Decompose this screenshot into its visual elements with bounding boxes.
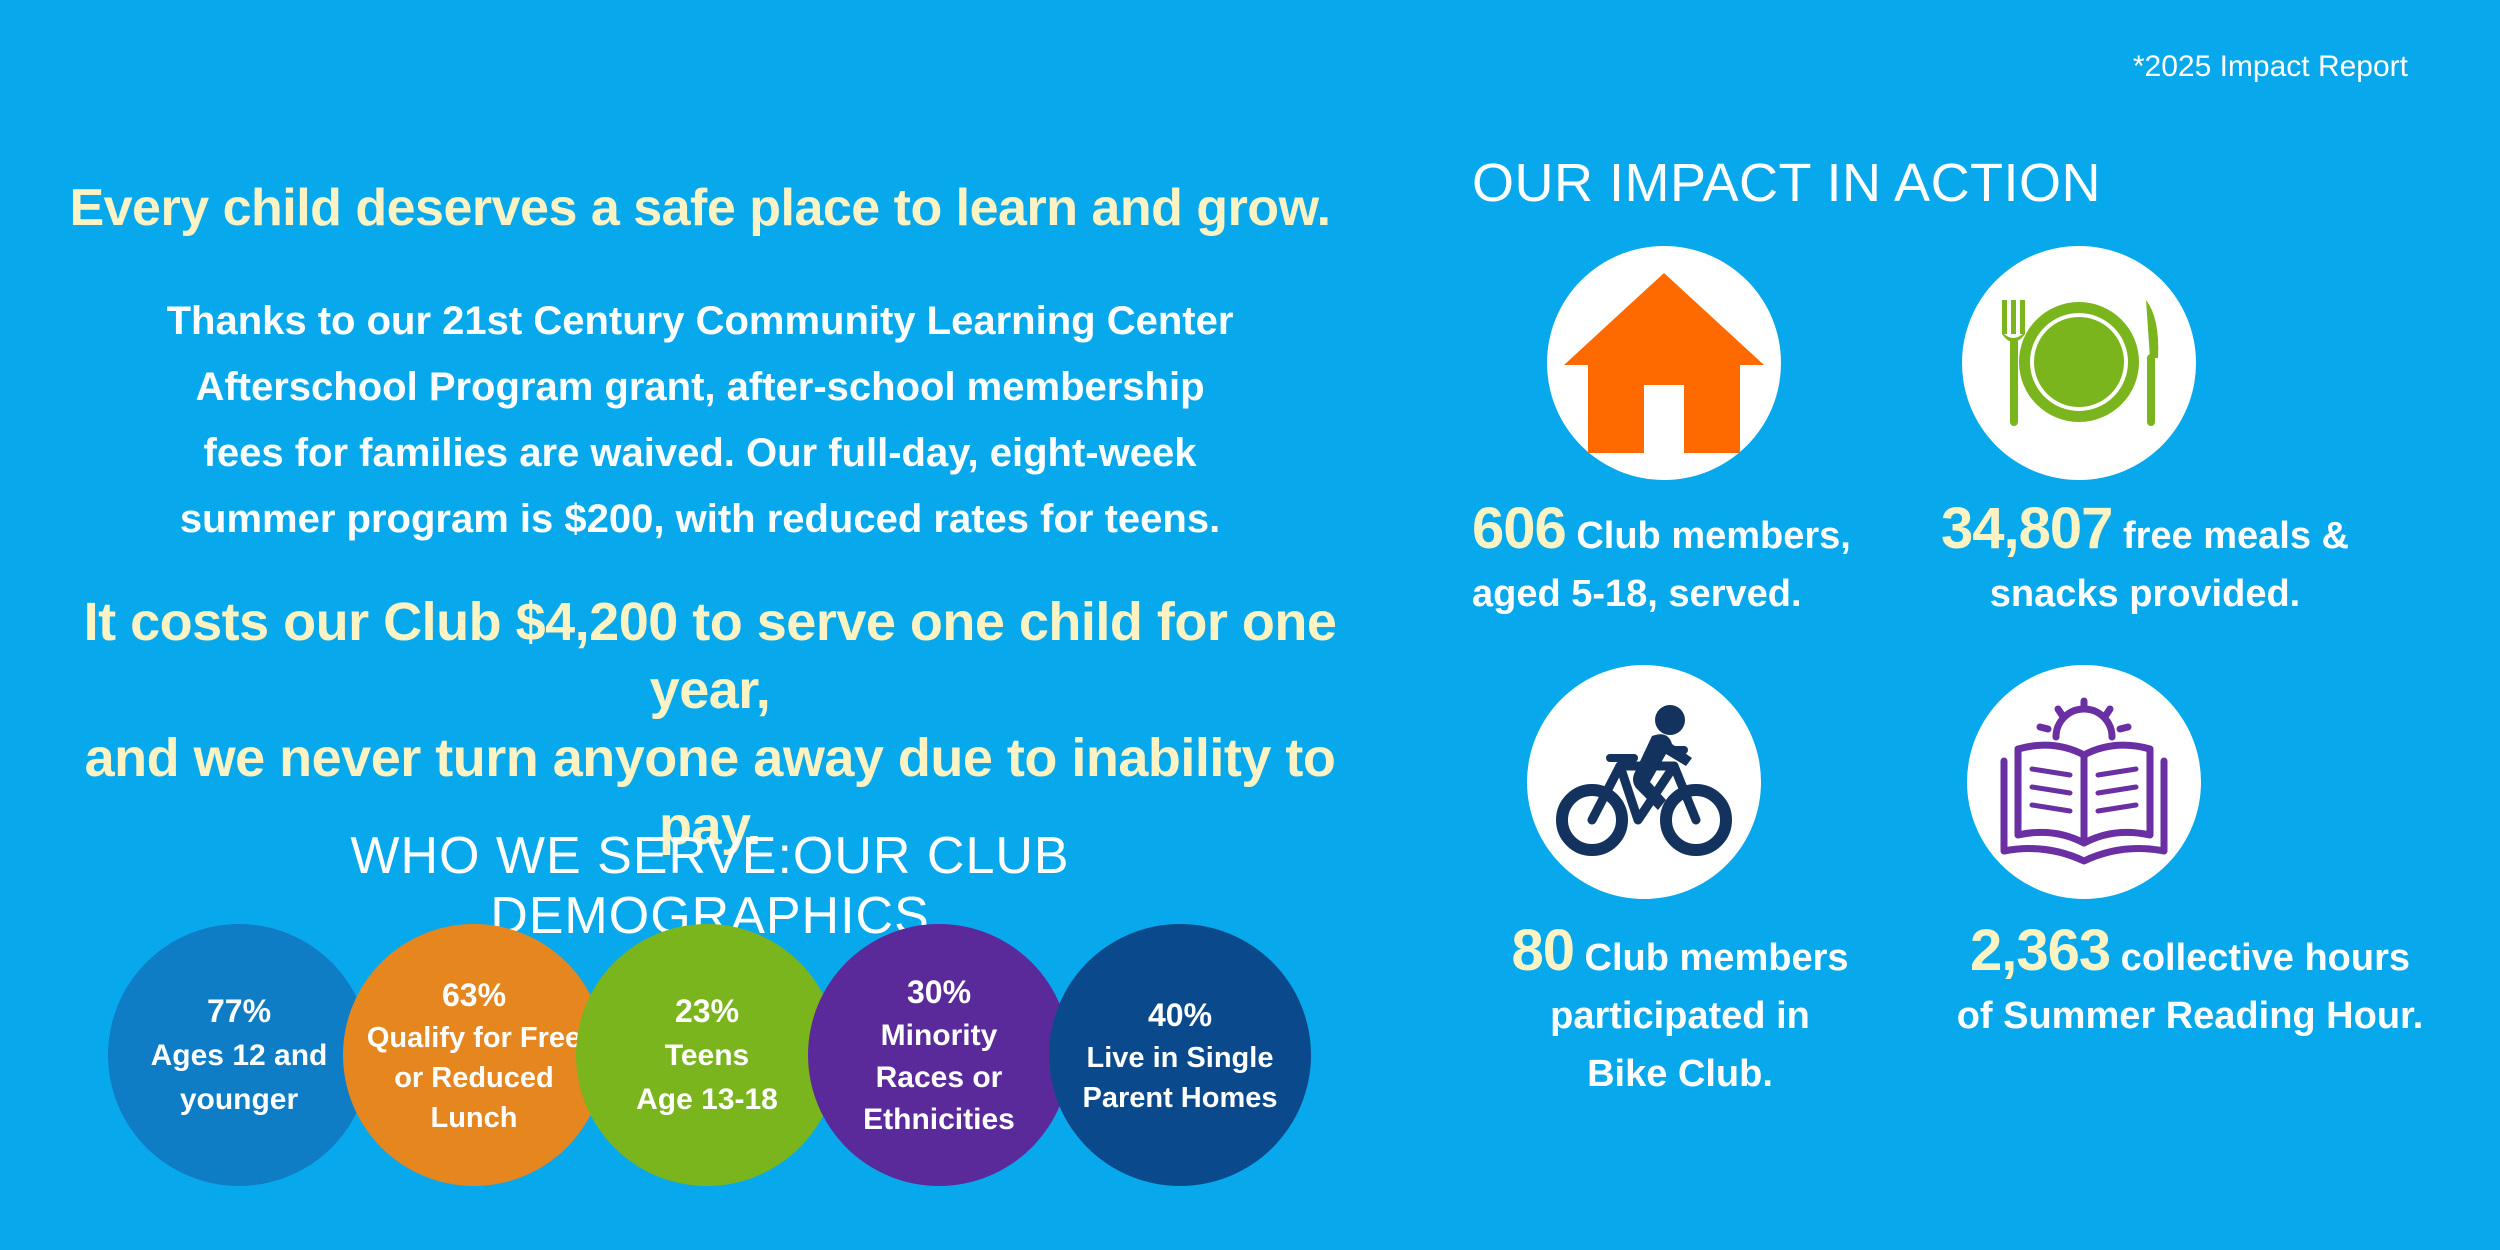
- intro-line: Thanks to our 21st Century Community Lea…: [166, 299, 1234, 343]
- stat-meals: 34,807 free meals & snacks provided.: [1925, 500, 2365, 623]
- bicycle-icon: [1556, 705, 1732, 856]
- demographic-pct: 63%: [441, 977, 507, 1013]
- headline: Every child deserves a safe place to lea…: [69, 179, 1331, 237]
- demographic-pct: 23%: [674, 993, 740, 1029]
- stat-reading-hours: 2,363 collective hours of Summer Reading…: [1930, 922, 2450, 1045]
- demographic-circle-teens: 23% Teens Age 13-18: [576, 924, 838, 1186]
- plate-icon: [2002, 300, 2159, 426]
- demographics-heading: WHO WE SERVE:OUR CLUB DEMOGRAPHICS: [350, 827, 1070, 945]
- demographic-pct: 40%: [1147, 997, 1213, 1033]
- stat-text: Club members,: [1565, 515, 1851, 557]
- stat-text: free meals &: [2112, 515, 2349, 557]
- house-icon: [1564, 273, 1764, 453]
- cost-line: and we never turn anyone away due to ina…: [84, 728, 1336, 856]
- report-tag: *2025 Impact Report: [2132, 50, 2408, 83]
- demographic-label: Qualify for Free or Reduced Lunch: [366, 1022, 582, 1134]
- cost-line: It costs our Club $4,200 to serve one ch…: [83, 592, 1337, 720]
- intro-line: fees for families are waived. Our full-d…: [203, 431, 1197, 475]
- demographic-circle-single-parent: 40% Live in Single Parent Homes: [1049, 924, 1311, 1186]
- stat-text: aged 5-18, served.: [1472, 573, 1802, 615]
- plate-icon-disc: [1962, 246, 2196, 480]
- stat-bike-club: 80 Club members participated in Bike Clu…: [1480, 922, 1880, 1103]
- stat-members: 606 Club members, aged 5-18, served.: [1472, 500, 1851, 623]
- demographic-circle-lunch: 63% Qualify for Free or Reduced Lunch: [343, 924, 605, 1186]
- intro-paragraph: Thanks to our 21st Century Community Lea…: [40, 288, 1360, 552]
- stat-text: of Summer Reading Hour.: [1956, 995, 2424, 1037]
- book-icon-disc: [1967, 665, 2201, 899]
- book-icon: [2000, 697, 2168, 865]
- stat-text: snacks provided.: [1989, 573, 2301, 615]
- intro-line: summer program is $200, with reduced rat…: [179, 497, 1221, 541]
- stat-number: 606: [1472, 496, 1567, 561]
- cost-statement: It costs our Club $4,200 to serve one ch…: [40, 588, 1380, 860]
- demographic-label: Live in Single Parent Homes: [1082, 1042, 1278, 1114]
- house-icon-disc: [1547, 246, 1781, 480]
- stat-text: collective hours: [2110, 937, 2411, 979]
- stat-number: 34,807: [1941, 496, 2113, 561]
- stat-number: 2,363: [1969, 918, 2111, 983]
- demographic-label: Teens Age 13-18: [636, 1039, 778, 1116]
- bicycle-icon-disc: [1527, 665, 1761, 899]
- impact-heading: OUR IMPACT IN ACTION: [1472, 153, 2102, 213]
- demographic-label: Ages 12 and younger: [150, 1039, 328, 1116]
- stat-text: Bike Club.: [1587, 1053, 1773, 1095]
- demographic-pct: 30%: [906, 974, 972, 1010]
- intro-line: Afterschool Program grant, after-school …: [195, 365, 1205, 409]
- demographic-label: Minority Races or Ethnicities: [863, 1019, 1015, 1136]
- demographic-circle-ages: 77% Ages 12 and younger: [108, 924, 370, 1186]
- demographic-pct: 77%: [206, 993, 272, 1029]
- stat-text: Club members: [1573, 937, 1849, 979]
- stat-text: participated in: [1550, 995, 1810, 1037]
- stat-number: 80: [1511, 918, 1575, 983]
- demographic-circle-minority: 30% Minority Races or Ethnicities: [808, 924, 1070, 1186]
